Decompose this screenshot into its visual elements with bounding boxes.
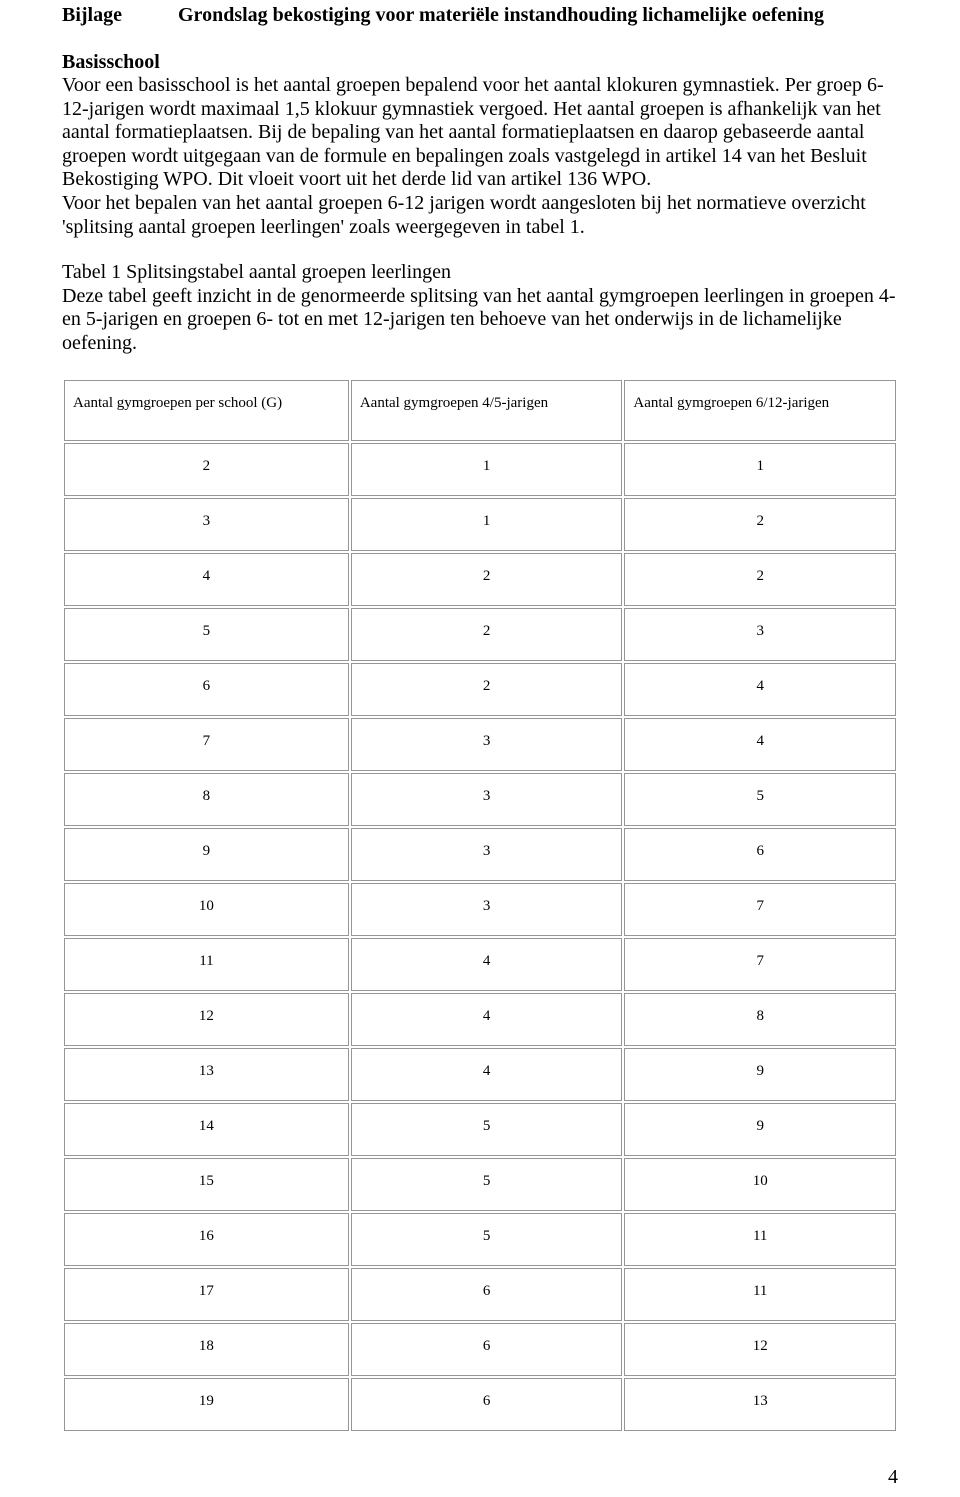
table-cell: 2 [624, 553, 896, 606]
table-cell: 1 [624, 443, 896, 496]
appendix-label: Bijlage [62, 4, 122, 27]
table-cell: 6 [351, 1268, 623, 1321]
split-table-container: Aantal gymgroepen per school (G) Aantal … [62, 378, 898, 1433]
table-cell: 5 [351, 1103, 623, 1156]
table-cell: 11 [624, 1268, 896, 1321]
table-row: 19613 [64, 1378, 896, 1431]
table-cell: 3 [624, 608, 896, 661]
table-cell: 13 [624, 1378, 896, 1431]
table-cell: 4 [624, 663, 896, 716]
table-cell: 8 [624, 993, 896, 1046]
table-row: 312 [64, 498, 896, 551]
table-cell: 2 [351, 553, 623, 606]
table-header-row: Aantal gymgroepen per school (G) Aantal … [64, 380, 896, 441]
table-cell: 11 [624, 1213, 896, 1266]
table-cell: 4 [351, 938, 623, 991]
table-row: 422 [64, 553, 896, 606]
table-cell: 5 [351, 1213, 623, 1266]
table-cell: 2 [351, 663, 623, 716]
table-header-cell: Aantal gymgroepen per school (G) [64, 380, 349, 441]
header-line: Bijlage Grondslag bekostiging voor mater… [62, 4, 898, 27]
table-cell: 6 [351, 1323, 623, 1376]
table-cell: 10 [624, 1158, 896, 1211]
appendix-title: Grondslag bekostiging voor materiële ins… [178, 4, 824, 27]
table-cell: 3 [351, 718, 623, 771]
table-cell: 10 [64, 883, 349, 936]
table-cell: 1 [351, 443, 623, 496]
table-cell: 5 [351, 1158, 623, 1211]
table-cell: 6 [624, 828, 896, 881]
table-cell: 4 [64, 553, 349, 606]
table-cell: 3 [351, 773, 623, 826]
paragraph-text: Deze tabel geeft inzicht in de genormeer… [62, 285, 896, 354]
table-cell: 12 [624, 1323, 896, 1376]
table-cell: 4 [351, 1048, 623, 1101]
table-cell: 9 [64, 828, 349, 881]
table-row: 1147 [64, 938, 896, 991]
table-cell: 18 [64, 1323, 349, 1376]
section-basisschool: Basisschool Voor een basisschool is het … [62, 51, 898, 356]
table-row: 835 [64, 773, 896, 826]
table-cell: 3 [351, 828, 623, 881]
table-row: 16511 [64, 1213, 896, 1266]
table-cell: 13 [64, 1048, 349, 1101]
table-cell: 16 [64, 1213, 349, 1266]
paragraph-text: Voor het bepalen van het aantal groepen … [62, 192, 866, 238]
table-cell: 9 [624, 1103, 896, 1156]
table-header-cell: Aantal gymgroepen 4/5-jarigen [351, 380, 623, 441]
table-cell: 4 [624, 718, 896, 771]
table-row: 624 [64, 663, 896, 716]
table-cell: 7 [624, 938, 896, 991]
table-title: Tabel 1 Splitsingstabel aantal groepen l… [62, 261, 451, 283]
table-row: 1349 [64, 1048, 896, 1101]
table-row: 211 [64, 443, 896, 496]
table-cell: 14 [64, 1103, 349, 1156]
table-cell: 8 [64, 773, 349, 826]
table-row: 17611 [64, 1268, 896, 1321]
table-cell: 1 [351, 498, 623, 551]
table-header-cell: Aantal gymgroepen 6/12-jarigen [624, 380, 896, 441]
table-cell: 17 [64, 1268, 349, 1321]
table-row: 18612 [64, 1323, 896, 1376]
body-paragraph-2: Tabel 1 Splitsingstabel aantal groepen l… [62, 261, 898, 355]
table-cell: 11 [64, 938, 349, 991]
table-row: 1248 [64, 993, 896, 1046]
table-cell: 7 [64, 718, 349, 771]
table-cell: 7 [624, 883, 896, 936]
table-cell: 4 [351, 993, 623, 1046]
table-cell: 6 [351, 1378, 623, 1431]
table-cell: 19 [64, 1378, 349, 1431]
document-page: Bijlage Grondslag bekostiging voor mater… [0, 0, 960, 1453]
body-paragraph-1: Voor een basisschool is het aantal groep… [62, 74, 898, 239]
table-cell: 2 [351, 608, 623, 661]
page-number: 4 [888, 1466, 898, 1489]
table-cell: 2 [624, 498, 896, 551]
table-row: 936 [64, 828, 896, 881]
section-heading: Basisschool [62, 51, 898, 74]
table-cell: 12 [64, 993, 349, 1046]
table-row: 1037 [64, 883, 896, 936]
table-row: 734 [64, 718, 896, 771]
table-cell: 5 [624, 773, 896, 826]
paragraph-text: Voor een basisschool is het aantal groep… [62, 74, 884, 190]
table-cell: 3 [64, 498, 349, 551]
table-cell: 5 [64, 608, 349, 661]
table-cell: 9 [624, 1048, 896, 1101]
table-cell: 3 [351, 883, 623, 936]
split-table: Aantal gymgroepen per school (G) Aantal … [62, 378, 898, 1433]
table-cell: 2 [64, 443, 349, 496]
table-row: 523 [64, 608, 896, 661]
table-cell: 15 [64, 1158, 349, 1211]
table-row: 1459 [64, 1103, 896, 1156]
table-row: 15510 [64, 1158, 896, 1211]
table-cell: 6 [64, 663, 349, 716]
